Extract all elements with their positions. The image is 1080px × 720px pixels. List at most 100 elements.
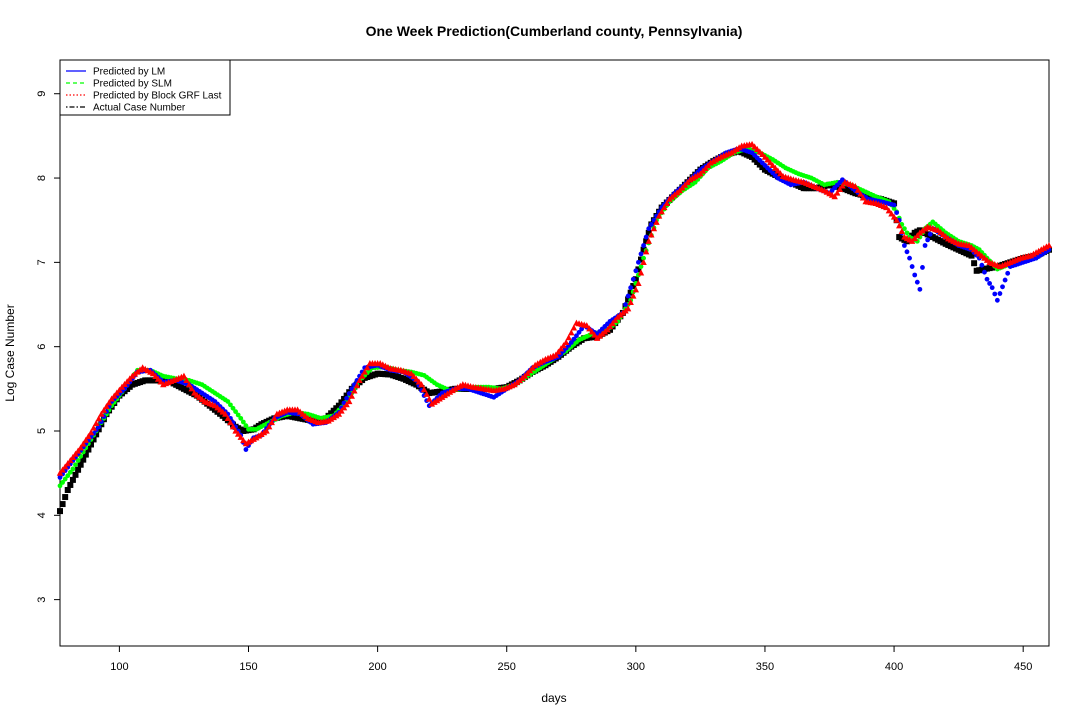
data-point	[64, 460, 71, 467]
data-point	[238, 415, 244, 421]
data-point	[100, 406, 108, 413]
data-point	[180, 372, 188, 379]
data-point	[188, 385, 195, 392]
data-point	[183, 376, 190, 384]
data-point	[225, 399, 231, 404]
data-point	[653, 218, 660, 225]
data-point	[268, 419, 275, 426]
y-axis-label: Log Case Number	[3, 304, 17, 401]
data-point	[635, 266, 642, 273]
data-point	[338, 399, 345, 406]
data-point	[627, 298, 634, 306]
data-point	[565, 334, 572, 341]
y-tick-label: 8	[36, 175, 48, 181]
data-point	[898, 227, 906, 235]
data-point	[774, 167, 782, 174]
legend-item: Actual Case Number	[93, 103, 186, 114]
data-point	[157, 378, 164, 385]
data-point	[579, 326, 585, 332]
data-point	[356, 376, 363, 384]
data-point	[95, 426, 102, 433]
data-point	[638, 251, 644, 257]
data-point	[648, 231, 655, 238]
x-tick-label: 450	[1014, 661, 1032, 673]
data-point	[67, 469, 73, 475]
y-tick-label: 9	[36, 91, 48, 97]
data-point	[346, 391, 352, 396]
data-point	[646, 226, 652, 232]
data-point	[258, 430, 265, 437]
data-point	[1000, 284, 1005, 290]
legend-item: Predicted by LM	[93, 67, 165, 78]
data-point	[255, 432, 263, 439]
data-point	[335, 410, 343, 417]
data-point	[64, 487, 71, 494]
data-point	[901, 226, 907, 232]
data-point	[222, 410, 229, 417]
data-point	[361, 368, 368, 375]
y-tick-label: 3	[36, 597, 48, 603]
data-point	[227, 419, 234, 426]
y-tick-label: 6	[36, 344, 48, 350]
data-point	[661, 204, 668, 211]
data-point	[149, 370, 157, 377]
data-point	[927, 231, 933, 237]
x-tick-label: 100	[110, 661, 128, 673]
data-point	[759, 150, 766, 158]
data-point	[632, 276, 639, 283]
data-point	[77, 444, 84, 451]
data-point	[777, 170, 784, 177]
data-point	[413, 375, 420, 382]
data-point	[87, 429, 95, 436]
data-point	[630, 276, 636, 282]
data-point	[92, 419, 100, 427]
data-point	[894, 210, 900, 216]
data-point	[735, 144, 743, 151]
data-point	[885, 207, 893, 214]
data-point	[640, 258, 647, 265]
data-point	[340, 404, 348, 411]
data-point	[984, 276, 990, 282]
legend-item: Predicted by Block GRF Last	[93, 91, 222, 102]
data-point	[627, 289, 634, 296]
data-point	[93, 431, 100, 438]
data-point	[95, 415, 102, 422]
data-point	[576, 329, 582, 335]
x-axis: 100 150 200 250 300 350 400 450	[110, 646, 1032, 673]
data-point	[229, 423, 237, 430]
y-tick-label: 7	[36, 259, 48, 265]
data-point	[438, 393, 446, 400]
data-point	[87, 441, 94, 448]
data-point	[645, 229, 652, 236]
data-point	[904, 230, 910, 236]
data-point	[658, 208, 665, 215]
data-point	[67, 457, 74, 464]
data-point	[338, 407, 345, 414]
data-point	[82, 451, 89, 458]
data-point	[766, 159, 774, 166]
data-point	[896, 222, 903, 229]
data-point	[641, 255, 646, 261]
data-point	[60, 480, 65, 485]
data-point	[69, 476, 76, 483]
legend-box	[59, 59, 231, 116]
data-point	[65, 473, 71, 479]
data-point	[237, 433, 244, 440]
data-point	[642, 248, 650, 255]
data-point	[444, 390, 451, 397]
x-tick-label: 150	[239, 661, 257, 673]
data-point	[74, 447, 82, 454]
data-point	[630, 282, 637, 289]
data-point	[655, 212, 663, 219]
data-point	[728, 149, 735, 156]
data-point	[909, 264, 915, 269]
data-point	[263, 427, 270, 434]
data-point	[609, 319, 616, 327]
data-point	[630, 292, 637, 299]
data-point	[59, 466, 66, 473]
x-axis-label: days	[541, 691, 566, 705]
data-point	[57, 508, 63, 515]
data-point	[635, 279, 642, 287]
data-point	[253, 434, 260, 441]
data-point	[982, 269, 987, 275]
